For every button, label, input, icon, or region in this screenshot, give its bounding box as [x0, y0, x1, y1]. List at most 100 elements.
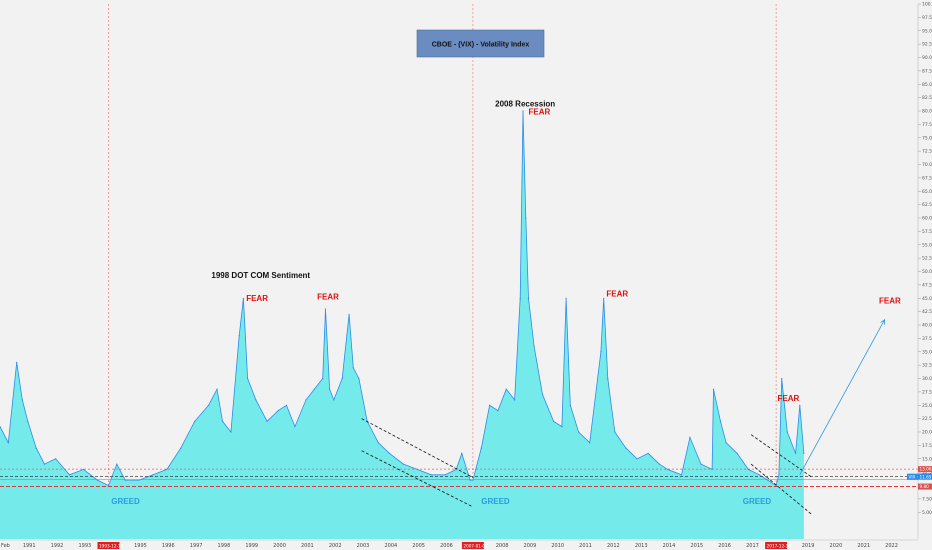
- vix-point-36: [333, 399, 335, 401]
- y-tick-label-21: 47.50: [922, 282, 932, 288]
- vix-point-69: [600, 351, 602, 353]
- vix-point-5: [35, 447, 37, 449]
- vix-point-8: [68, 474, 71, 476]
- vix-point-66: [569, 404, 571, 406]
- vix-point-46: [430, 474, 432, 476]
- y-tick-label-32: 20.00: [922, 430, 932, 436]
- vix-point-22: [230, 431, 232, 433]
- vix-point-92: [786, 431, 788, 433]
- vix-point-65: [565, 297, 567, 299]
- vix-point-11: [107, 484, 110, 487]
- vix-point-78: [680, 474, 683, 476]
- vix-point-74: [636, 458, 638, 460]
- vix-point-62: [541, 393, 544, 396]
- date-tag-2: [765, 542, 788, 549]
- x-tick-label-29: 2022: [885, 543, 898, 549]
- y-tick-label-5: 87.50: [922, 68, 932, 74]
- vix-point-32: [313, 388, 315, 390]
- vix-point-49: [461, 452, 463, 454]
- vix-point-16: [166, 468, 168, 470]
- y-tick-label-35: 12.50: [922, 470, 932, 476]
- vix-point-84: [725, 442, 727, 444]
- x-tick-label-19: 2011: [579, 543, 592, 549]
- vix-point-17: [180, 447, 182, 449]
- y-tick-label-13: 67.50: [922, 175, 932, 181]
- vix-point-34: [324, 308, 327, 310]
- x-tick-label-0: Feb: [1, 543, 10, 549]
- x-tick-label-2: 1992: [51, 543, 64, 549]
- vix-point-52: [480, 447, 482, 449]
- y-tick-label-23: 42.50: [922, 309, 932, 315]
- vix-point-31: [305, 399, 307, 401]
- vix-point-64: [561, 426, 563, 428]
- vix-point-18: [194, 420, 196, 422]
- vix-point-15: [152, 474, 154, 476]
- y-tick-label-11: 72.50: [922, 149, 932, 155]
- x-tick-label-26: 2019: [802, 543, 815, 549]
- y-tick-label-28: 30.00: [922, 376, 932, 382]
- x-tick-label-28: 2021: [857, 543, 870, 549]
- vix-point-43: [388, 452, 391, 454]
- y-tick-label-37: 7.50: [922, 496, 932, 502]
- y-tick-label-8: 80.00: [922, 109, 932, 115]
- vix-point-39: [352, 367, 354, 369]
- vix-point-30: [294, 426, 296, 428]
- vix-point-9: [82, 468, 85, 470]
- x-tick-label-11: 2002: [329, 543, 342, 549]
- vix-point-75: [647, 452, 649, 454]
- vix-point-87: [758, 474, 761, 476]
- price-tag: [907, 473, 932, 480]
- vix-point-80: [700, 463, 702, 465]
- vix-point-12: [116, 463, 118, 465]
- vix-point-25: [247, 377, 249, 380]
- vix-point-54: [497, 410, 499, 412]
- forecast-arrow-line: [799, 319, 885, 475]
- vix-point-35: [329, 388, 331, 390]
- date-tag-label-0: 1993-12-13: [99, 543, 124, 548]
- level-tag-0: [918, 466, 932, 473]
- vix-point-72: [614, 431, 616, 433]
- vix-point-1: [7, 442, 9, 444]
- y-tick-label-7: 82.50: [922, 95, 932, 101]
- y-tick-label-27: 32.50: [922, 363, 932, 369]
- vix-point-61: [533, 345, 535, 347]
- y-tick-label-19: 52.50: [922, 256, 932, 262]
- vix-point-4: [27, 420, 29, 422]
- y-tick-label-0: 100.00: [922, 2, 932, 8]
- fear-label-1: FEAR: [317, 292, 339, 301]
- forecast-arrow-head: [880, 318, 886, 325]
- y-tick-label-24: 40.00: [922, 323, 932, 329]
- vix-point-94: [799, 404, 801, 406]
- y-tick-label-10: 75.00: [922, 135, 932, 141]
- vix-point-26: [255, 399, 257, 401]
- vix-point-71: [607, 377, 609, 380]
- y-tick-label-6: 85.00: [922, 82, 932, 88]
- fear-label-3: FEAR: [606, 290, 628, 299]
- date-tag-label-1: 2007-01-01: [463, 543, 488, 548]
- vix-point-3: [21, 399, 23, 401]
- chart-title: CBOE - (VIX) - Volatility Index: [432, 42, 530, 49]
- vix-point-23: [238, 335, 240, 337]
- greed-label-0: GREED: [111, 497, 140, 506]
- trend-channel-0: [361, 418, 474, 478]
- vix-point-55: [505, 388, 507, 390]
- vix-point-58: [522, 110, 524, 112]
- vix-point-40: [358, 377, 360, 380]
- vix-point-7: [55, 458, 57, 460]
- y-tick-label-1: 97.50: [922, 15, 932, 21]
- vix-point-95: [803, 452, 805, 454]
- y-tick-label-18: 55.00: [922, 242, 932, 248]
- x-tick-label-23: 2015: [690, 543, 703, 549]
- vix-point-83: [719, 420, 722, 422]
- date-tag-1: [461, 542, 484, 549]
- y-tick-label-9: 77.50: [922, 122, 932, 128]
- y-tick-label-34: 15.00: [922, 456, 932, 462]
- vix-point-19: [208, 404, 210, 406]
- x-tick-label-12: 2003: [357, 543, 370, 549]
- y-tick-label-15: 62.50: [922, 202, 932, 208]
- vix-point-29: [285, 404, 288, 406]
- vix-point-37: [341, 377, 343, 380]
- vix-area: [0, 111, 804, 539]
